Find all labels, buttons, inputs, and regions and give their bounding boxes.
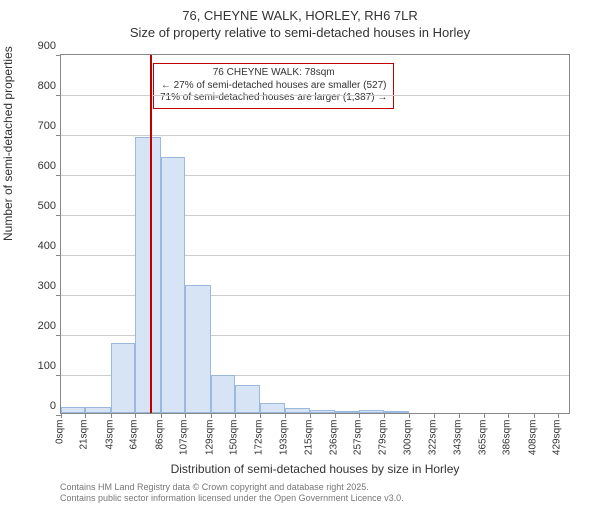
x-tick-mark <box>335 413 336 418</box>
x-tick-label: 193sqm <box>278 420 289 470</box>
y-tick-label: 400 <box>16 240 56 252</box>
x-tick-label: 215sqm <box>304 420 315 470</box>
callout-line1: 76 CHEYNE WALK: 78sqm <box>160 67 387 80</box>
x-tick-label: 429sqm <box>552 420 563 470</box>
x-tick-mark <box>359 413 360 418</box>
histogram-bar <box>384 411 408 413</box>
y-tick-mark <box>56 255 61 256</box>
x-tick-mark <box>484 413 485 418</box>
attribution-line2: Contains public sector information licen… <box>60 493 404 505</box>
x-tick-label: 64sqm <box>129 420 140 470</box>
attribution-text: Contains HM Land Registry data © Crown c… <box>60 482 404 505</box>
y-axis-label: Number of semi-detached properties <box>1 46 15 241</box>
y-tick-mark <box>56 375 61 376</box>
histogram-bar <box>135 137 161 413</box>
x-tick-mark <box>310 413 311 418</box>
histogram-bar <box>185 285 211 413</box>
y-tick-label: 0 <box>16 400 56 412</box>
x-tick-label: 43sqm <box>104 420 115 470</box>
x-tick-mark <box>534 413 535 418</box>
y-tick-label: 700 <box>16 120 56 132</box>
gridline <box>61 135 569 136</box>
histogram-bar <box>211 375 235 413</box>
histogram-bar <box>285 408 311 413</box>
histogram-bar <box>235 385 261 413</box>
x-tick-label: 343sqm <box>452 420 463 470</box>
y-tick-label: 600 <box>16 160 56 172</box>
x-tick-label: 279sqm <box>378 420 389 470</box>
histogram-bar <box>335 411 359 413</box>
histogram-bar <box>359 410 385 413</box>
attribution-line1: Contains HM Land Registry data © Crown c… <box>60 482 404 494</box>
callout-line2: ← 27% of semi-detached houses are smalle… <box>160 80 387 93</box>
x-tick-mark <box>111 413 112 418</box>
x-tick-mark <box>61 413 62 418</box>
x-tick-mark <box>211 413 212 418</box>
gridline <box>61 95 569 96</box>
y-tick-mark <box>56 135 61 136</box>
x-tick-mark <box>409 413 410 418</box>
x-tick-mark <box>384 413 385 418</box>
x-tick-mark <box>459 413 460 418</box>
marker-line <box>150 55 152 413</box>
y-tick-mark <box>56 95 61 96</box>
x-tick-mark <box>235 413 236 418</box>
chart-title-line2: Size of property relative to semi-detach… <box>0 25 600 40</box>
y-tick-mark <box>56 175 61 176</box>
x-tick-label: 300sqm <box>402 420 413 470</box>
x-tick-mark <box>85 413 86 418</box>
x-tick-label: 365sqm <box>478 420 489 470</box>
y-tick-mark <box>56 215 61 216</box>
x-tick-mark <box>508 413 509 418</box>
x-tick-label: 408sqm <box>527 420 538 470</box>
x-tick-mark <box>260 413 261 418</box>
x-tick-label: 107sqm <box>179 420 190 470</box>
marker-callout: 76 CHEYNE WALK: 78sqm ← 27% of semi-deta… <box>153 63 394 109</box>
x-tick-mark <box>558 413 559 418</box>
x-tick-label: 172sqm <box>254 420 265 470</box>
x-tick-label: 150sqm <box>228 420 239 470</box>
x-tick-mark <box>161 413 162 418</box>
histogram-bar <box>260 403 284 413</box>
x-tick-label: 386sqm <box>502 420 513 470</box>
histogram-bar <box>161 157 185 413</box>
x-tick-mark <box>285 413 286 418</box>
plot-area: 76 CHEYNE WALK: 78sqm ← 27% of semi-deta… <box>60 54 570 414</box>
x-tick-label: 21sqm <box>79 420 90 470</box>
x-tick-label: 236sqm <box>328 420 339 470</box>
histogram-bar <box>310 410 334 413</box>
y-tick-label: 900 <box>16 40 56 52</box>
x-tick-mark <box>434 413 435 418</box>
y-tick-label: 300 <box>16 280 56 292</box>
y-tick-mark <box>56 335 61 336</box>
callout-line3: 71% of semi-detached houses are larger (… <box>160 92 387 105</box>
y-tick-label: 500 <box>16 200 56 212</box>
x-tick-label: 322sqm <box>428 420 439 470</box>
x-tick-label: 86sqm <box>154 420 165 470</box>
y-tick-label: 100 <box>16 360 56 372</box>
x-tick-mark <box>135 413 136 418</box>
y-tick-label: 800 <box>16 80 56 92</box>
x-tick-mark <box>185 413 186 418</box>
y-tick-mark <box>56 295 61 296</box>
histogram-bar <box>61 407 85 413</box>
histogram-bar <box>85 407 111 413</box>
y-tick-label: 200 <box>16 320 56 332</box>
histogram-bar <box>111 343 135 413</box>
x-tick-label: 257sqm <box>352 420 363 470</box>
x-tick-label: 129sqm <box>204 420 215 470</box>
y-tick-mark <box>56 55 61 56</box>
chart-title-line1: 76, CHEYNE WALK, HORLEY, RH6 7LR <box>0 8 600 23</box>
x-tick-label: 0sqm <box>55 420 66 470</box>
